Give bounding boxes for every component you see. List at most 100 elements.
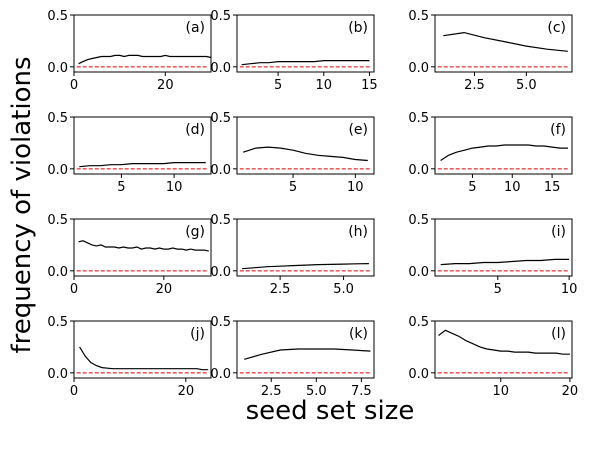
series-line [79, 162, 206, 168]
x-tick-label: 20 [157, 78, 174, 93]
x-tick-label: 10 [166, 180, 183, 195]
y-tick-label: 0.0 [408, 265, 429, 280]
x-tick-label: 2.5 [464, 78, 485, 93]
x-tick-label: 15 [361, 78, 378, 93]
y-tick-label: 0.0 [47, 367, 68, 382]
x-tick-label: 7.5 [351, 384, 372, 399]
panel-label: (k) [349, 326, 368, 342]
panel-d: 0.0 0.5 5 10 (d) [47, 111, 212, 195]
panel-label: (g) [185, 224, 205, 240]
panel-a: 0.0 0.5 0 20 (a) [47, 9, 212, 93]
panel-f: 0.0 0.5 5 10 15 (f) [408, 111, 573, 195]
panel-g: 0.0 0.5 0 20 (g) [47, 213, 212, 297]
axes-frame [73, 14, 212, 73]
panel-e: 0.0 0.5 5 10 (e) [210, 111, 375, 195]
y-tick-label: 0.0 [47, 61, 68, 76]
y-tick-label: 0.5 [210, 213, 231, 228]
panel-label: (c) [547, 20, 566, 36]
x-tick-label: 10 [504, 180, 521, 195]
axes-frame [73, 320, 212, 379]
panel-c: 0.0 0.5 2.5 5.0 (c) [408, 9, 573, 93]
panel-b: 0.0 0.5 5 10 15 (b) [210, 9, 377, 93]
y-tick-label: 0.5 [210, 111, 231, 126]
x-tick-label: 20 [562, 384, 579, 399]
x-tick-label: 20 [178, 384, 195, 399]
y-tick-label: 0.0 [47, 265, 68, 280]
x-tick-label: 0 [70, 78, 78, 93]
x-tick-label: 10 [492, 384, 509, 399]
series-line [78, 54, 212, 65]
x-tick-label: 5 [468, 180, 476, 195]
panel-label: (h) [348, 224, 368, 240]
x-tick-label: 2.5 [270, 282, 291, 297]
axes-frame [73, 116, 212, 175]
axes-frame [434, 320, 573, 379]
x-tick-label: 15 [544, 180, 561, 195]
x-tick-label: 10 [347, 180, 364, 195]
series-line [78, 240, 209, 252]
x-tick-label: 10 [561, 282, 578, 297]
y-tick-label: 0.5 [47, 315, 68, 330]
x-tick-label: 5.0 [516, 78, 537, 93]
axes-frame [236, 116, 375, 175]
x-tick-label: 20 [156, 282, 173, 297]
panel-label: (a) [185, 20, 205, 36]
y-tick-label: 0.0 [210, 163, 231, 178]
series-line [79, 346, 209, 371]
y-tick-label: 0.0 [210, 367, 231, 382]
y-tick-label: 0.5 [47, 111, 68, 126]
series-line [440, 144, 568, 162]
panel-l: 0.0 0.5 10 20 (l) [408, 315, 578, 399]
y-tick-label: 0.5 [47, 9, 68, 24]
y-tick-label: 0.5 [408, 315, 429, 330]
axes-frame [434, 116, 573, 175]
y-tick-label: 0.0 [47, 163, 68, 178]
axes-frame [73, 218, 212, 277]
x-axis-label: seed set size [245, 396, 415, 426]
y-tick-label: 0.5 [210, 315, 231, 330]
y-tick-label: 0.0 [408, 367, 429, 382]
y-tick-label: 0.0 [210, 265, 231, 280]
panel-label: (e) [348, 122, 368, 138]
y-tick-label: 0.5 [408, 111, 429, 126]
panel-label: (j) [190, 326, 205, 342]
axes-frame [236, 218, 375, 277]
x-tick-label: 5.0 [306, 384, 327, 399]
x-tick-label: 5 [274, 78, 282, 93]
y-tick-label: 0.5 [47, 213, 68, 228]
series-line [440, 258, 570, 266]
panel-j: 0.0 0.5 0 20 (j) [47, 315, 212, 399]
axes-frame [434, 14, 573, 73]
x-tick-label: 10 [315, 78, 332, 93]
y-tick-label: 0.5 [408, 9, 429, 24]
panel-label: (i) [551, 224, 566, 240]
panel-label: (f) [550, 122, 566, 138]
series-line [242, 263, 369, 270]
y-tick-label: 0.5 [408, 213, 429, 228]
axes-frame [236, 320, 375, 379]
panel-label: (b) [348, 20, 368, 36]
x-tick-label: 2.5 [261, 384, 282, 399]
series-line [244, 348, 371, 360]
y-tick-label: 0.0 [210, 61, 231, 76]
axes-frame [236, 14, 375, 73]
axes-frame [434, 218, 573, 277]
y-tick-label: 0.5 [210, 9, 231, 24]
x-tick-label: 5 [117, 180, 125, 195]
x-tick-label: 5.0 [333, 282, 354, 297]
panel-label: (l) [551, 326, 566, 342]
series-line [438, 329, 570, 355]
x-tick-label: 0 [70, 282, 78, 297]
series-line [241, 59, 370, 66]
series-line [243, 146, 368, 162]
y-tick-label: 0.0 [408, 61, 429, 76]
panel-k: 0.0 0.5 2.5 5.0 7.5 (k) [210, 315, 375, 399]
y-tick-label: 0.0 [408, 163, 429, 178]
panel-i: 0.0 0.5 5 10 (i) [408, 213, 577, 297]
x-tick-label: 5 [494, 282, 502, 297]
x-tick-label: 0 [70, 384, 78, 399]
series-line [443, 31, 568, 52]
panel-h: 0.0 0.5 2.5 5.0 (h) [210, 213, 375, 297]
x-tick-label: 5 [289, 180, 297, 195]
